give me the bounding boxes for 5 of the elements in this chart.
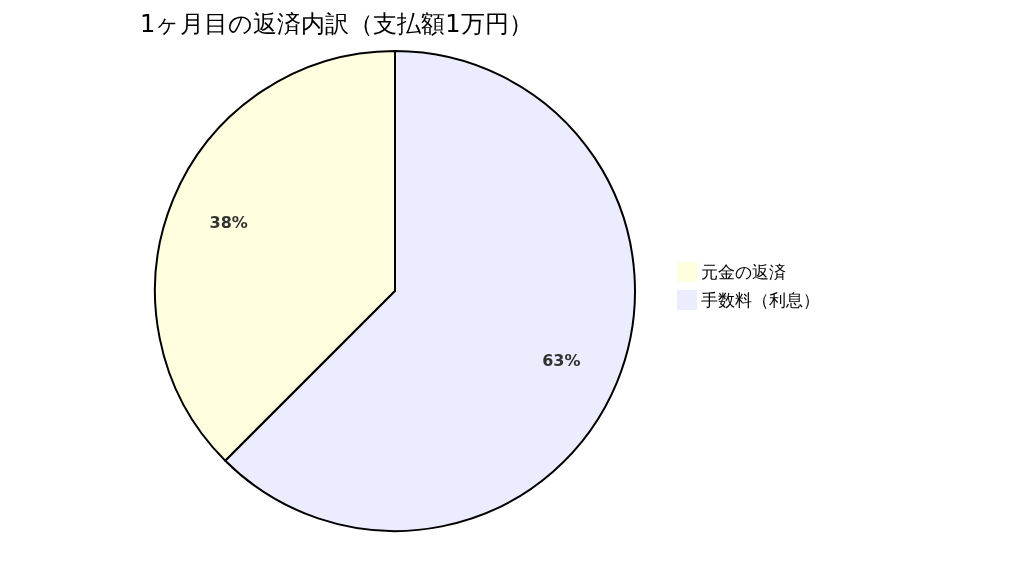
legend-label: 手数料（利息） [701,290,820,310]
data-label: 38% [209,213,248,233]
chart-title: 1ヶ月目の返済内訳（支払額1万円） [140,10,533,38]
data-label: 63% [542,350,581,370]
legend-label: 元金の返済 [701,262,786,282]
